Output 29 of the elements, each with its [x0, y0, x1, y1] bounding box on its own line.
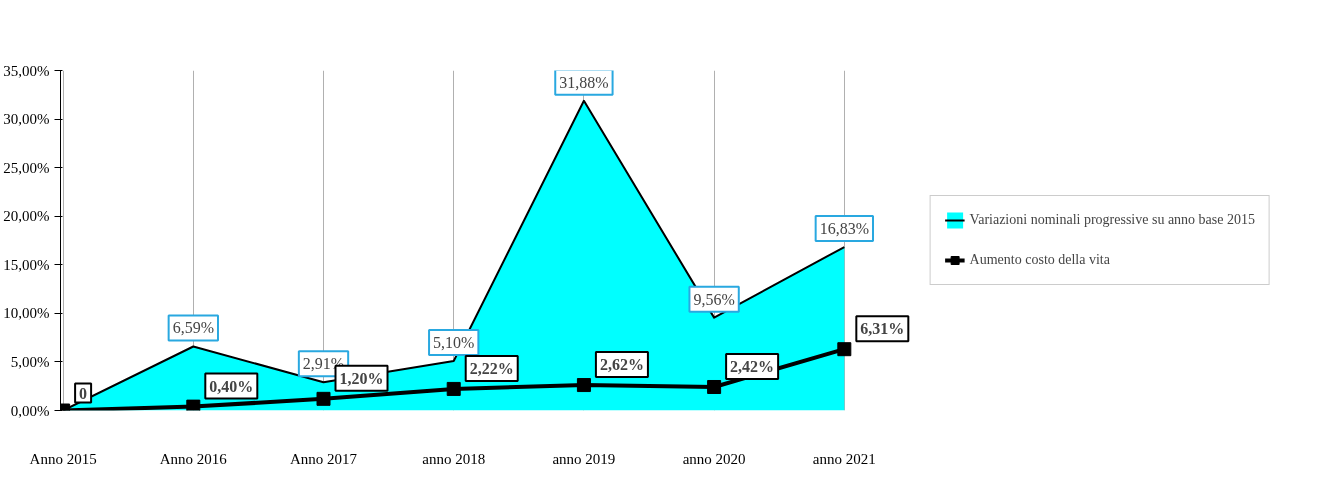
data-label: 16,83% — [819, 220, 869, 238]
data-label: 6,59% — [172, 319, 214, 337]
data-label: 0 — [79, 384, 88, 402]
x-tick-label: anno 2018 — [422, 450, 486, 467]
legend-label: Aumento costo della vita — [969, 252, 1110, 268]
x-tick-label: Anno 2015 — [29, 450, 97, 467]
y-tick-label: 0,00% — [10, 402, 50, 419]
legend-label: Variazioni nominali progressive su anno base 2015 — [969, 212, 1255, 228]
y-tick-label: 35,00% — [3, 62, 50, 79]
data-label: 2,42% — [730, 357, 775, 375]
y-tick-label: 20,00% — [3, 208, 50, 225]
x-tick-label: anno 2020 — [682, 450, 746, 467]
x-tick-label: Anno 2016 — [159, 450, 228, 467]
data-label: 5,10% — [433, 333, 475, 351]
data-label: 1,20% — [339, 369, 384, 387]
x-tick-label: anno 2019 — [552, 450, 616, 467]
x-tick-label: anno 2021 — [812, 450, 876, 467]
y-tick-label: 30,00% — [3, 111, 50, 128]
y-tick-label: 5,00% — [10, 353, 50, 370]
data-label: 2,22% — [469, 359, 514, 377]
data-label: 2,62% — [599, 356, 644, 374]
y-tick-label: 25,00% — [3, 159, 50, 176]
data-label: 9,56% — [693, 290, 735, 308]
data-label: 6,31% — [860, 320, 905, 338]
y-tick-label: 10,00% — [3, 305, 50, 322]
data-label: 31,88% — [559, 73, 609, 91]
data-label: 0,40% — [209, 377, 254, 395]
x-tick-label: Anno 2017 — [289, 450, 358, 467]
y-tick-label: 15,00% — [3, 256, 50, 273]
